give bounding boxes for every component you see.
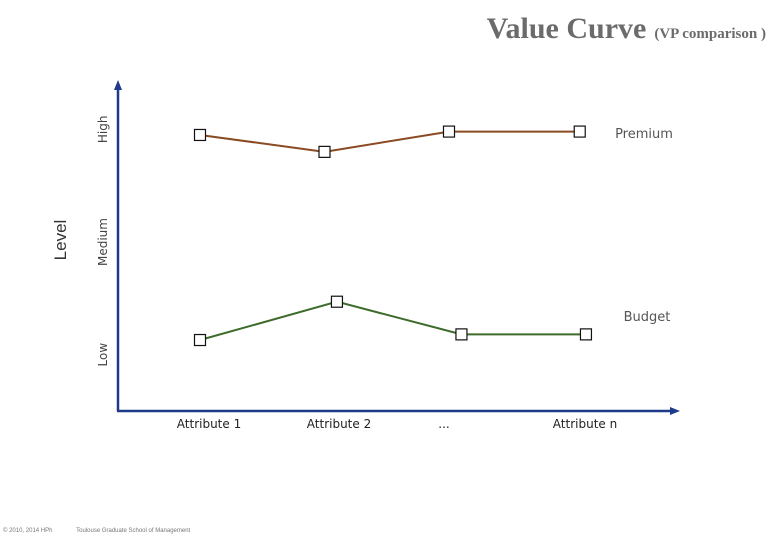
footer: © 2010, 2014 HPh Toulouse Graduate Schoo… [3,528,190,534]
y-tick-label-low: Low [96,343,110,367]
series-labels: Premium Budget [615,127,673,325]
y-tick-labels: Low Medium High [96,116,110,367]
point-budget-4 [579,328,593,341]
series-markers [193,125,593,347]
series-line-premium [199,130,580,153]
x-tick-label-4: Attribute n [553,417,617,431]
series-lines [199,130,586,341]
series-line-budget [199,300,586,341]
footer-copyright: © 2010, 2014 HPh [3,528,53,534]
point-premium-3 [442,125,456,138]
y-axis-arrow [114,80,122,90]
x-tick-label-2: Attribute 2 [307,417,371,431]
y-axis-label: Level [51,220,70,261]
x-tick-label-1: Attribute 1 [177,417,241,431]
chart-title: Value Curve (VP comparison ) [487,12,766,46]
chart-title-main: Value Curve [486,12,647,45]
y-tick-label-high: High [96,116,110,144]
point-budget-2 [330,295,344,308]
x-tick-labels: Attribute 1 Attribute 2... Attribute n [177,417,617,431]
y-tick-label-medium: Medium [96,218,110,266]
point-premium-1 [193,128,207,142]
point-budget-1 [193,333,207,347]
point-premium-4 [573,125,586,138]
x-axis-arrow [670,407,680,415]
chart-title-suffix: (VP comparison ) [654,26,766,42]
point-premium-2 [318,145,331,158]
series-label-premium: Premium [615,127,673,142]
series-label-budget: Budget [624,310,671,325]
x-tick-label-3: ... [438,417,449,431]
footer-org: Toulouse Graduate School of Management [76,528,191,534]
point-budget-3 [455,328,468,341]
